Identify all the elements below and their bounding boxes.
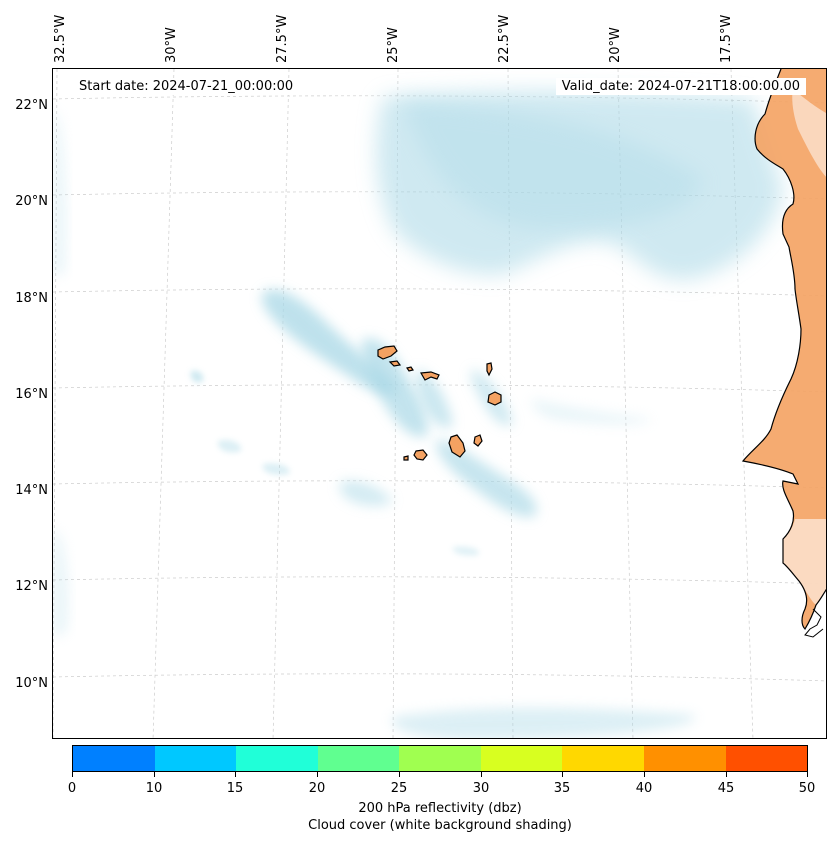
colorbar-segment-20-25 [317, 746, 400, 771]
colorbar-tick-20 [317, 772, 318, 777]
colorbar-segment-45-50 [725, 746, 808, 771]
colorbar-label-10: 10 [145, 781, 163, 796]
island-santiago [448, 434, 466, 458]
colorbar-label-40: 40 [635, 781, 653, 796]
lat-label-22n: 22°N [15, 98, 48, 113]
colorbar-subtitle: Cloud cover (white background shading) [308, 818, 572, 833]
lat-label-20n: 20°N [15, 194, 48, 209]
lon-label-22-5w: 22.5°W [497, 14, 512, 63]
island-santa-luzia [406, 366, 414, 372]
colorbar-segment-15-20 [236, 746, 318, 771]
valid-date-label: Valid_date: 2024-07-21T18:00:00.00 [555, 78, 806, 95]
lon-label-27-5w: 27.5°W [275, 14, 290, 63]
lon-label-32-5w: 32.5°W [53, 14, 68, 63]
gridlines [53, 69, 826, 738]
lat-label-18n: 18°N [15, 291, 48, 306]
lat-label-14n: 14°N [15, 483, 48, 498]
colorbar-label-25: 25 [390, 781, 408, 796]
start-date-label: Start date: 2024-07-21_00:00:00 [73, 78, 300, 95]
island-sal [486, 362, 493, 377]
lat-label-12n: 12°N [15, 579, 48, 594]
colorbar-segment-10-15 [154, 746, 237, 771]
colorbar-label-15: 15 [226, 781, 244, 796]
lon-label-25w: 25°W [386, 27, 401, 63]
colorbar-label-0: 0 [67, 781, 77, 796]
colorbar-label-20: 20 [308, 781, 326, 796]
cloud-shading [53, 90, 783, 738]
island-sao-nicolau [420, 371, 440, 381]
lat-label-16n: 16°N [15, 387, 48, 402]
colorbar-label-30: 30 [472, 781, 490, 796]
lon-label-30w: 30°W [164, 27, 179, 63]
colorbar-tick-25 [399, 772, 400, 777]
island-santo-antao [377, 345, 398, 360]
coastline-bijagos [804, 608, 824, 638]
colorbar-tick-40 [644, 772, 645, 777]
colorbar-tick-0 [72, 772, 73, 777]
lat-label-10n: 10°N [15, 676, 48, 691]
colorbar-segment-35-40 [562, 746, 644, 771]
colorbar-tick-10 [154, 772, 155, 777]
colorbar-segment-40-45 [643, 746, 726, 771]
reflectivity-colorbar [72, 745, 808, 772]
island-brava [403, 455, 409, 461]
colorbar-tick-30 [481, 772, 482, 777]
land-africa [743, 69, 826, 629]
lon-label-17-5w: 17.5°W [719, 14, 734, 63]
colorbar-tick-35 [562, 772, 563, 777]
island-boa-vista [487, 391, 502, 406]
island-fogo [413, 449, 428, 461]
colorbar-label-50: 50 [798, 781, 816, 796]
cape-verde-islands [377, 345, 502, 461]
land-africa-inland [792, 89, 826, 177]
colorbar-label-45: 45 [717, 781, 735, 796]
lon-label-20w: 20°W [608, 27, 623, 63]
map-canvas [53, 69, 826, 738]
colorbar-title: 200 hPa reflectivity (dbz) [358, 801, 522, 816]
colorbar-segment-30-35 [480, 746, 563, 771]
colorbar-label-35: 35 [553, 781, 571, 796]
colorbar-tick-15 [235, 772, 236, 777]
colorbar-tick-45 [726, 772, 727, 777]
colorbar-tick-50 [807, 772, 808, 777]
land-africa-south [783, 519, 826, 605]
island-sao-vicente [388, 360, 402, 367]
colorbar-segment-25-30 [399, 746, 481, 771]
map-panel: Start date: 2024-07-21_00:00:00 Valid_da… [52, 68, 827, 739]
colorbar-segment-0-10 [73, 746, 155, 771]
coastline-africa [741, 69, 826, 630]
island-maio [473, 434, 483, 447]
